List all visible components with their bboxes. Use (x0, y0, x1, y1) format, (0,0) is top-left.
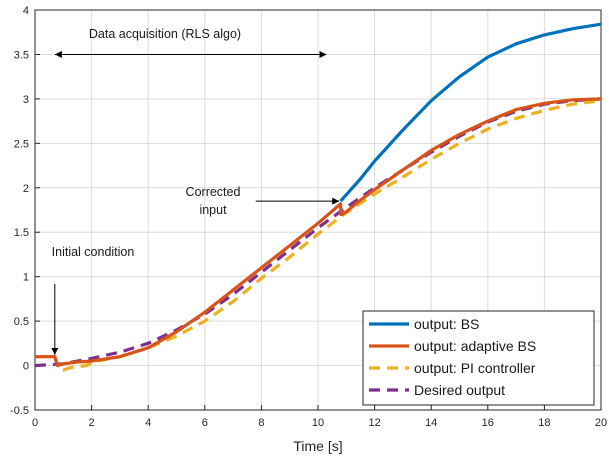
annotations: Data acquisition (RLS algo) Corrected in… (51, 27, 340, 355)
x-tick-label-7: 14 (425, 417, 437, 429)
x-tick-label-5: 10 (312, 417, 324, 429)
y-tick-label-3: 1 (23, 272, 29, 284)
y-tick-label-6: 2.5 (14, 138, 29, 150)
legend-label-2: output: PI controller (414, 360, 536, 376)
y-tick-label-2: 0.5 (14, 316, 29, 328)
y-tick-label-1: 0 (23, 361, 29, 373)
corrected-input-label-line2: input (199, 203, 227, 217)
series-line-1 (35, 97, 602, 368)
y-tick-label-7: 3 (23, 94, 29, 106)
x-tick-label-6: 12 (368, 417, 380, 429)
x-tick-label-3: 6 (202, 417, 208, 429)
legend-label-0: output: BS (414, 316, 479, 332)
x-tick-label-0: 0 (32, 417, 38, 429)
legend-label-1: output: adaptive BS (414, 338, 536, 354)
series-group (34, 22, 602, 372)
y-tick-label-4: 1.5 (14, 227, 29, 239)
x-axis-ticks: 0 2 4 6 8 10 12 14 16 18 20 (32, 405, 607, 429)
y-tick-label-5: 2 (23, 183, 29, 195)
x-tick-label-10: 20 (595, 417, 607, 429)
data-acquisition-label: Data acquisition (RLS algo) (89, 27, 241, 41)
y-tick-label-9: 4 (23, 5, 29, 17)
x-tick-label-9: 18 (538, 417, 550, 429)
y-tick-label-0: -0.5 (10, 405, 29, 417)
x-tick-label-2: 4 (145, 417, 151, 429)
legend-label-3: Desired output (414, 382, 505, 398)
x-tick-label-1: 2 (89, 417, 95, 429)
y-tick-label-8: 3.5 (14, 49, 29, 61)
y-axis-ticks: -0.5 0 0.5 1 1.5 2 2.5 3 3.5 4 (10, 5, 40, 417)
legend-items: output: BS output: adaptive BS output: PI … (369, 316, 536, 398)
series-line-2 (35, 99, 602, 372)
corrected-input-label-line1: Corrected (186, 185, 241, 199)
legend: output: BS output: adaptive BS output: PI … (362, 310, 595, 406)
initial-condition-label: Initial condition (52, 245, 135, 259)
legend-box (362, 310, 595, 406)
x-tick-label-8: 16 (482, 417, 494, 429)
x-tick-label-4: 8 (258, 417, 264, 429)
x-axis-label: Time [s] (293, 438, 342, 454)
series-line-0 (339, 22, 602, 203)
